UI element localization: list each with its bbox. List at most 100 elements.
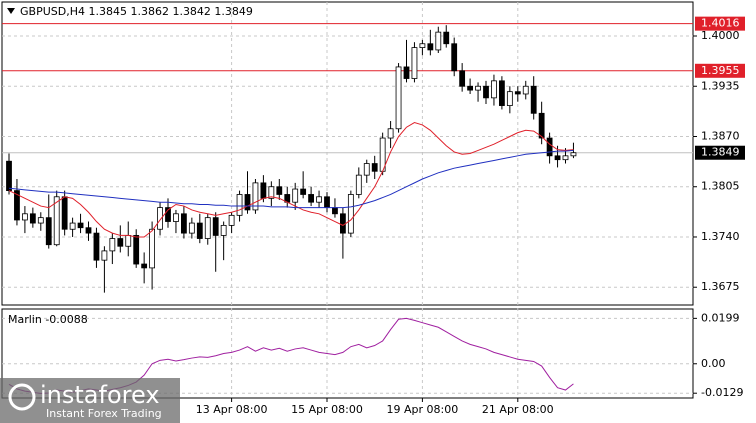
candle-body <box>562 155 569 161</box>
candle-body <box>300 188 307 195</box>
candle-body <box>260 182 267 199</box>
y-tick-label: 0.00 <box>701 357 726 370</box>
candle-body <box>451 43 458 72</box>
watermark-bg <box>0 378 180 423</box>
price-level-box <box>695 63 745 78</box>
candle-body <box>332 207 338 215</box>
candle-body <box>61 196 68 230</box>
candle-body <box>109 238 116 252</box>
candle-body <box>339 213 346 234</box>
candle-body <box>443 31 450 45</box>
candle-body <box>276 186 283 195</box>
candle-body <box>77 222 84 229</box>
candle-body <box>93 232 100 261</box>
candle-body <box>546 137 553 157</box>
watermark-brand: instaforex <box>40 381 160 409</box>
candle-body <box>37 217 44 224</box>
moving-average <box>8 122 574 238</box>
candle-body <box>173 213 179 222</box>
candle-body <box>180 213 187 234</box>
last-price-box <box>695 145 745 160</box>
candle-body <box>355 174 362 195</box>
axes: 1.4000 1.3935 1.3870 1.3805 1.3740 1.3675 13 A… <box>196 16 745 416</box>
candle-body <box>244 194 251 211</box>
candle-body <box>14 190 20 221</box>
candle-body <box>427 43 434 51</box>
candle-body <box>69 222 76 230</box>
candle-body <box>403 66 410 79</box>
candle-body <box>125 235 132 247</box>
grid <box>2 2 693 398</box>
candle-body <box>395 66 402 130</box>
candle-body <box>419 43 426 49</box>
candle-body <box>133 235 140 265</box>
candle-body <box>498 80 505 106</box>
candle-body <box>149 228 156 269</box>
candle-body <box>475 85 481 91</box>
y-tick-label: 1.3935 <box>701 79 740 92</box>
candle-body <box>514 91 521 95</box>
candle-body <box>435 31 442 51</box>
menu-arrow <box>7 8 15 14</box>
candle-body <box>252 182 259 211</box>
candle-body <box>554 155 561 161</box>
candle-body <box>21 213 28 221</box>
x-tick-label: 13 Apr 08:00 <box>196 403 268 416</box>
candle-body <box>363 163 370 176</box>
candle-body <box>308 194 315 203</box>
candle-body <box>85 227 92 234</box>
price-level-label: 1.4016 <box>701 17 740 30</box>
candle-body <box>29 213 36 224</box>
candle-body <box>157 207 163 230</box>
x-tick-label: 21 Apr 08:00 <box>482 403 554 416</box>
y-tick-label: 0.0199 <box>701 311 740 324</box>
indicator-title: Marlin -0.0088 <box>8 313 88 326</box>
y-tick-label: 1.3870 <box>701 129 740 142</box>
candle-body <box>530 85 537 114</box>
candle-body <box>236 194 243 216</box>
chart-title: GBPUSD,H4 1.3845 1.3862 1.3842 1.3849 <box>20 5 253 18</box>
candle-body <box>188 222 195 234</box>
price-level-box <box>695 16 745 31</box>
candle-body <box>101 250 108 261</box>
watermark-tagline: Instant Forex Trading <box>46 407 162 420</box>
candle-body <box>268 186 275 199</box>
candle-body <box>324 196 330 209</box>
candle-body <box>506 91 513 106</box>
moving-average <box>8 149 574 209</box>
candle-body <box>459 70 466 87</box>
main-frame <box>1 1 694 306</box>
y-tick-label: 1.4000 <box>701 29 740 42</box>
candle-body <box>522 85 529 95</box>
price-level-label: 1.3955 <box>701 64 740 77</box>
candle-body <box>538 112 545 139</box>
last-price-label: 1.3849 <box>701 146 740 159</box>
y-tick-label: -0.0129 <box>701 386 743 399</box>
candle-body <box>347 194 354 234</box>
watermark-logo <box>8 383 36 411</box>
candle-body <box>6 160 12 192</box>
y-tick-label: 1.3675 <box>701 280 740 293</box>
candle-body <box>570 152 577 157</box>
candle-body <box>467 85 474 91</box>
x-tick-label: 15 Apr 08:00 <box>291 403 363 416</box>
candle-body <box>491 80 497 99</box>
candle-body <box>228 214 235 226</box>
candle-body <box>204 217 211 239</box>
x-tick-label: 19 Apr 08:00 <box>387 403 459 416</box>
candle-body <box>165 207 171 222</box>
y-tick-label: 1.3805 <box>701 180 740 193</box>
candle-body <box>141 263 148 269</box>
candle-body <box>196 222 203 239</box>
candle-body <box>387 128 394 139</box>
candle-body <box>117 238 124 247</box>
candle-body <box>316 196 322 203</box>
candle-body <box>220 224 227 236</box>
candle-body <box>212 217 219 236</box>
main-plot <box>2 23 693 293</box>
watermark: instaforex Instant Forex Trading <box>0 378 180 423</box>
candle-body <box>483 85 489 99</box>
y-tick-label: 1.3740 <box>701 230 740 243</box>
candle-body <box>371 163 378 172</box>
